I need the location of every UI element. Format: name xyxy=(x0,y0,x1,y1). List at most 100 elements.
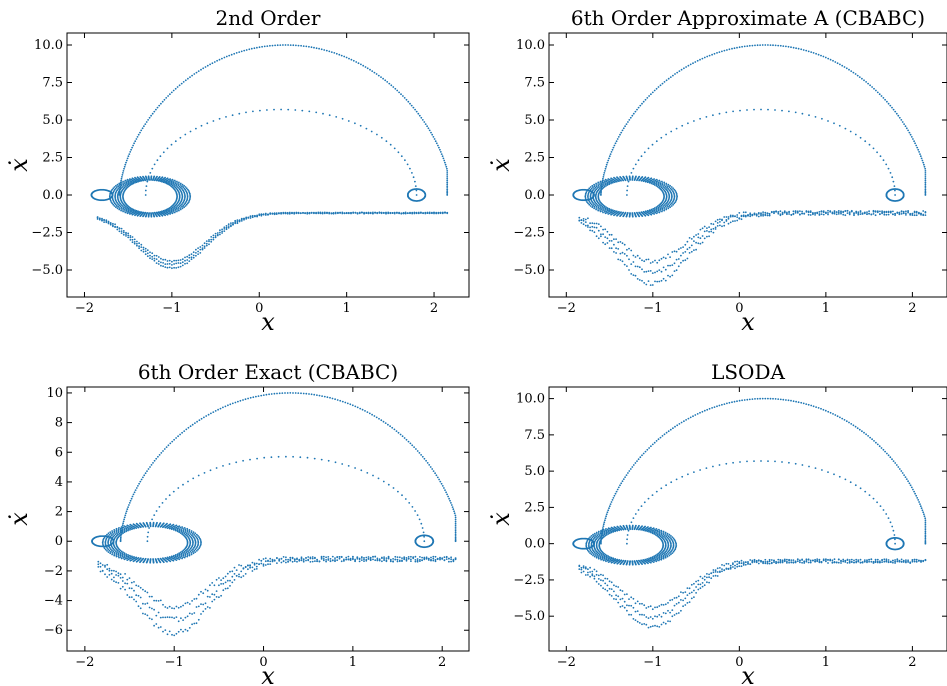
trajectory-point xyxy=(827,410,830,413)
trajectory-point xyxy=(915,561,918,563)
trajectory-point xyxy=(282,212,285,215)
trajectory-point xyxy=(195,71,198,74)
trajectory-point xyxy=(417,211,420,214)
trajectory-point xyxy=(164,266,167,268)
trajectory-point xyxy=(856,427,859,430)
trajectory-point xyxy=(882,509,885,511)
trajectory-point xyxy=(606,237,609,240)
trajectory-point xyxy=(172,208,175,210)
trajectory-point xyxy=(221,228,224,231)
trajectory-point xyxy=(286,392,289,394)
trajectory-point xyxy=(109,192,112,195)
trajectory-point xyxy=(140,129,143,132)
trajectory-point xyxy=(234,219,237,222)
trajectory-point xyxy=(440,153,443,156)
trajectory-point xyxy=(149,257,151,260)
trajectory-point xyxy=(814,212,816,215)
trajectory-point xyxy=(775,562,777,564)
trajectory-point xyxy=(814,116,817,118)
trajectory-point xyxy=(794,462,797,465)
trajectory-point xyxy=(264,214,267,216)
trajectory-point xyxy=(341,117,344,120)
trajectory-point xyxy=(118,556,120,559)
trajectory-point xyxy=(619,252,622,255)
trajectory-point xyxy=(831,561,834,564)
trajectory-point xyxy=(624,476,626,478)
trajectory-point xyxy=(120,550,123,553)
trajectory-point xyxy=(600,191,602,194)
trajectory-point xyxy=(186,552,189,555)
trajectory-point xyxy=(138,242,141,245)
trajectory-point xyxy=(822,210,825,213)
trajectory-point xyxy=(169,523,172,526)
trajectory-point xyxy=(621,480,624,483)
trajectory-point xyxy=(260,562,263,565)
trajectory-point xyxy=(219,231,221,234)
trajectory-point xyxy=(767,44,769,46)
trajectory-point xyxy=(243,218,245,221)
trajectory-point xyxy=(712,114,714,117)
trajectory-point xyxy=(343,558,345,561)
trajectory-point xyxy=(446,493,448,496)
trajectory-point xyxy=(606,242,609,244)
trajectory-point xyxy=(124,163,127,166)
trajectory-point xyxy=(869,436,871,439)
trajectory-point xyxy=(128,587,131,590)
trajectory-point xyxy=(179,207,182,209)
trajectory-point xyxy=(654,271,656,274)
trajectory-point xyxy=(287,558,289,561)
trajectory-point xyxy=(601,182,603,185)
trajectory-point xyxy=(381,560,383,563)
trajectory-point xyxy=(424,212,427,215)
trajectory-point xyxy=(114,195,116,198)
trajectory-point xyxy=(155,262,158,264)
trajectory-point xyxy=(605,515,607,518)
trajectory-point xyxy=(747,563,749,565)
trajectory-point xyxy=(189,535,192,538)
trajectory-point xyxy=(316,560,318,562)
trajectory-point xyxy=(593,207,595,210)
trajectory-point xyxy=(713,406,716,408)
trajectory-point xyxy=(193,538,196,540)
trajectory-point xyxy=(178,209,180,212)
trajectory-point xyxy=(634,256,637,258)
trajectory-point xyxy=(655,87,658,90)
trajectory-point xyxy=(97,566,100,568)
trajectory-point xyxy=(286,211,289,214)
trajectory-point xyxy=(441,558,444,560)
trajectory-point xyxy=(433,212,435,215)
trajectory-point xyxy=(193,612,196,614)
trajectory-point xyxy=(185,203,188,206)
trajectory-point xyxy=(129,208,132,211)
trajectory-point xyxy=(589,186,592,188)
trajectory-point xyxy=(194,551,197,553)
trajectory-point xyxy=(656,180,659,183)
trajectory-point xyxy=(224,581,227,584)
trajectory-point xyxy=(867,435,869,437)
trajectory-point xyxy=(234,222,237,225)
trajectory-point xyxy=(117,531,120,534)
trajectory-point xyxy=(310,46,313,49)
trajectory-point xyxy=(113,188,116,191)
trajectory-point xyxy=(684,243,687,246)
trajectory-point xyxy=(879,561,881,564)
trajectory-point xyxy=(613,251,615,253)
trajectory-point xyxy=(761,44,764,46)
trajectory-point xyxy=(603,180,606,183)
trajectory-point xyxy=(126,180,128,183)
trajectory-point xyxy=(909,212,912,215)
trajectory-point xyxy=(125,525,127,528)
trajectory-point xyxy=(165,208,168,211)
trajectory-point xyxy=(192,552,195,555)
trajectory-point xyxy=(608,247,611,250)
trajectory-point xyxy=(108,534,111,536)
trajectory-point xyxy=(143,125,145,128)
trajectory-point xyxy=(623,263,626,266)
trajectory-point xyxy=(773,212,775,215)
trajectory-point xyxy=(125,159,128,162)
trajectory-point xyxy=(175,437,178,439)
trajectory-point xyxy=(315,111,318,114)
trajectory-point xyxy=(837,213,840,215)
trajectory-point xyxy=(255,395,257,398)
trajectory-point xyxy=(655,182,658,185)
